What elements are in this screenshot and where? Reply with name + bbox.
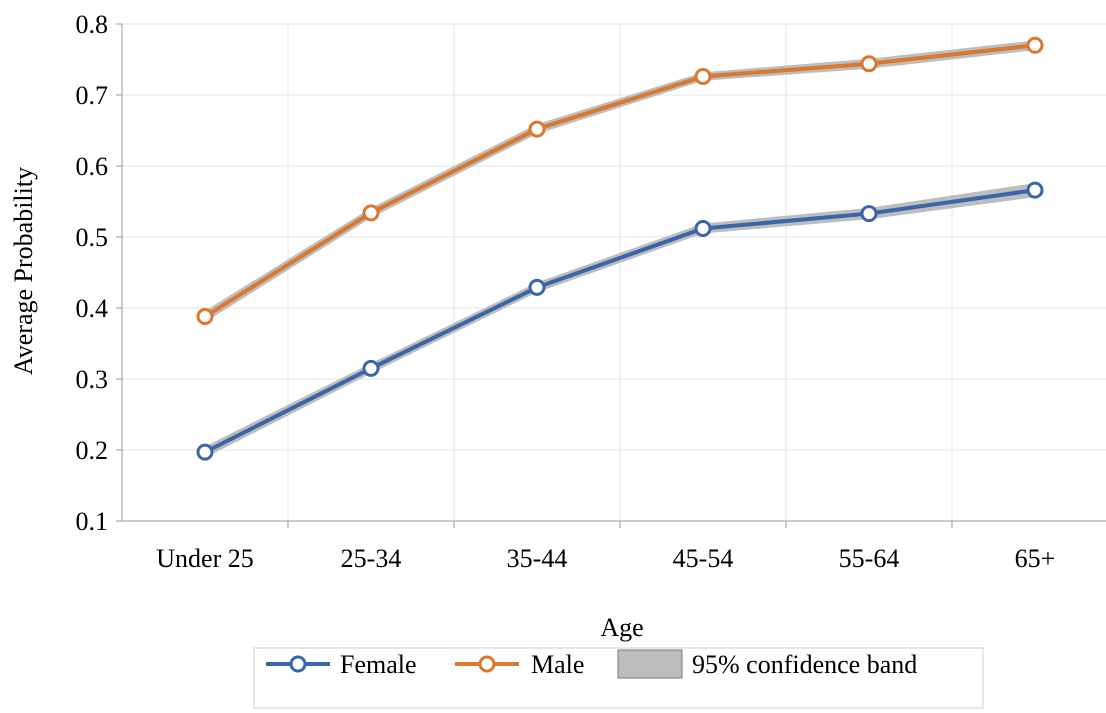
tick-labels: 0.1 0.2 0.3 0.4 0.5 0.6 0.7 0.8 Under 25 25-34 35-…	[76, 10, 1056, 573]
legend-male-label: Male	[531, 650, 584, 679]
legend-frame	[253, 647, 984, 709]
data-point-female	[1026, 181, 1044, 199]
data-point-female	[860, 205, 878, 223]
legend: Female Male 95% confidence band	[253, 647, 984, 709]
series-markers	[196, 36, 1044, 461]
axes	[116, 23, 1106, 528]
data-point-female	[362, 359, 380, 377]
data-point-female	[694, 219, 712, 237]
x-tick-label: 25-34	[341, 544, 402, 573]
x-tick-label: 45-54	[673, 544, 734, 573]
data-point-male	[694, 68, 712, 86]
x-tick-label: Under 25	[156, 544, 253, 573]
y-tick-label: 0.1	[76, 507, 109, 536]
x-tick-label: 55-64	[839, 544, 900, 573]
y-tick-label: 0.4	[76, 294, 109, 323]
legend-item-female: Female	[266, 650, 417, 679]
data-point-male	[860, 55, 878, 73]
y-tick-label: 0.2	[76, 436, 109, 465]
legend-female-marker	[289, 655, 307, 673]
y-tick-label: 0.6	[76, 152, 109, 181]
x-tick-label: 35-44	[507, 544, 568, 573]
series-lines	[203, 43, 1036, 454]
legend-female-label: Female	[340, 650, 417, 679]
legend-band-swatch	[617, 649, 683, 679]
data-point-male	[528, 120, 546, 138]
data-point-female	[196, 443, 214, 461]
legend-male-marker	[478, 655, 496, 673]
data-point-male	[1026, 36, 1044, 54]
data-point-male	[362, 204, 380, 222]
data-point-male	[196, 308, 214, 326]
y-tick-label: 0.3	[76, 365, 109, 394]
x-axis-title: Age	[600, 613, 643, 642]
data-point-female	[528, 278, 546, 296]
legend-band-label: 95% confidence band	[692, 650, 917, 679]
y-tick-label: 0.5	[76, 223, 109, 252]
legend-item-male: Male	[455, 650, 584, 679]
y-axis-title: Average Probability	[9, 167, 38, 375]
y-tick-label: 0.8	[76, 10, 109, 39]
grid-lines	[122, 23, 1106, 521]
legend-item-confidence-band: 95% confidence band	[617, 649, 917, 679]
series-line-male	[203, 43, 1036, 319]
x-tick-label: 65+	[1015, 544, 1056, 573]
y-tick-label: 0.7	[76, 81, 109, 110]
series-line-female	[204, 188, 1036, 454]
